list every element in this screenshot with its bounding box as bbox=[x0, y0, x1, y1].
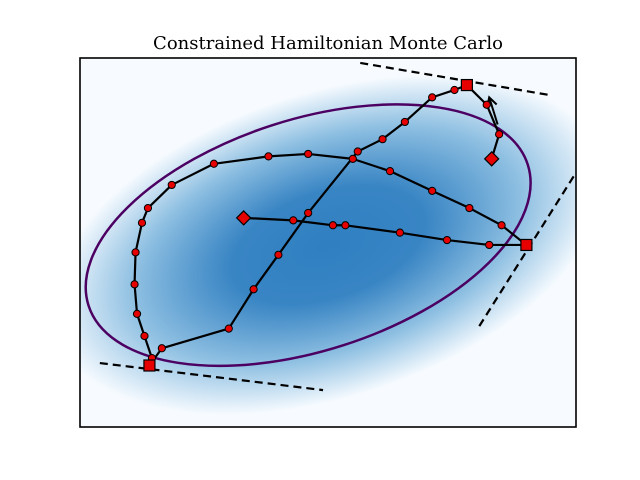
trajectory-point bbox=[167, 180, 176, 190]
trajectory-point bbox=[378, 135, 387, 144]
trajectory-points bbox=[130, 78, 533, 372]
trajectory-point bbox=[143, 203, 153, 213]
trajectory-point bbox=[130, 280, 139, 289]
trajectory-point bbox=[353, 147, 362, 156]
trajectory-point bbox=[137, 218, 147, 227]
trajectory-point bbox=[395, 228, 405, 237]
trajectory-point bbox=[482, 100, 491, 109]
trajectory-point bbox=[348, 154, 357, 163]
trajectory-point bbox=[304, 149, 313, 159]
trajectory-point bbox=[485, 240, 494, 250]
trajectory-point bbox=[465, 203, 474, 213]
endpoint-diamond bbox=[235, 210, 252, 226]
trajectory-point bbox=[131, 248, 140, 257]
trajectory-point bbox=[304, 208, 313, 218]
trajectory-point bbox=[157, 344, 166, 353]
boundary-point bbox=[460, 78, 473, 92]
tangent-line bbox=[478, 170, 576, 327]
trajectory-point bbox=[495, 130, 504, 139]
arrow-shaft bbox=[488, 97, 499, 125]
trajectory-point bbox=[274, 250, 283, 259]
trajectory-point bbox=[442, 235, 452, 245]
trajectory-point bbox=[224, 324, 233, 333]
trajectory-point bbox=[209, 159, 219, 168]
boundary-point bbox=[143, 359, 156, 372]
trajectory-point bbox=[249, 285, 258, 294]
density-contour bbox=[80, 74, 576, 416]
trajectory-point bbox=[140, 331, 149, 341]
constraint-ellipse bbox=[84, 103, 532, 368]
axes-frame bbox=[79, 57, 577, 428]
plot-area bbox=[80, 61, 576, 416]
trajectory-point bbox=[497, 221, 506, 230]
trajectory-point bbox=[341, 221, 350, 230]
trajectory-point bbox=[289, 216, 298, 225]
trajectory-point bbox=[428, 186, 437, 195]
trajectory-point bbox=[328, 221, 338, 230]
trajectory-point bbox=[264, 152, 273, 161]
trajectory-point bbox=[385, 167, 395, 176]
tangent-lines bbox=[99, 61, 576, 392]
trajectory-point bbox=[132, 309, 142, 318]
endpoint-diamond bbox=[483, 151, 500, 167]
tangent-line bbox=[360, 61, 549, 96]
trajectory-point bbox=[428, 93, 437, 102]
chart-title: Constrained Hamiltonian Monte Carlo bbox=[153, 33, 503, 54]
trajectory-point bbox=[400, 117, 409, 127]
tangent-line bbox=[99, 361, 324, 392]
trajectory-point bbox=[450, 85, 459, 95]
boundary-point bbox=[520, 238, 533, 252]
